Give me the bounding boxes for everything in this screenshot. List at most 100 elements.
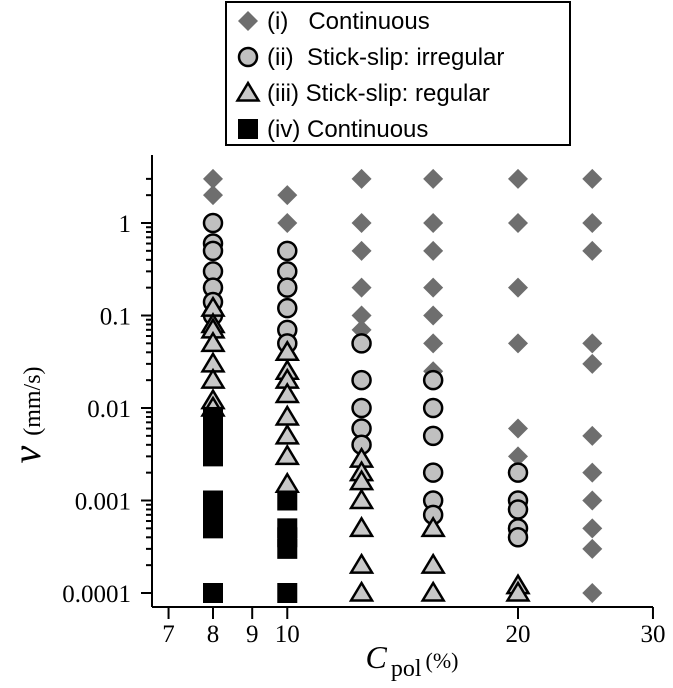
data-point-diamond	[351, 168, 372, 189]
data-point-square	[203, 446, 223, 467]
data-point-square	[277, 490, 298, 511]
x-axis-unit: (%)	[426, 648, 459, 673]
y-tick-label: 0.0001	[62, 581, 131, 608]
data-point-circle	[202, 212, 224, 234]
data-point-diamond	[423, 168, 444, 189]
data-point-diamond	[423, 213, 444, 233]
x-tick-label: 9	[246, 621, 259, 648]
data-point-diamond	[277, 185, 298, 206]
data-point-diamond	[508, 168, 528, 189]
legend-box	[225, 1, 571, 146]
data-point-circle	[507, 462, 529, 483]
data-point-triangle	[348, 552, 375, 574]
series-triangle	[200, 295, 531, 602]
x-tick-label: 7	[162, 621, 175, 648]
data-point-triangle	[348, 515, 375, 538]
data-point-circle	[422, 397, 444, 419]
data-point-diamond	[277, 213, 298, 233]
data-point-diamond	[423, 277, 444, 298]
data-point-diamond	[508, 213, 528, 233]
data-point-triangle	[274, 471, 300, 493]
data-point-triangle	[274, 382, 300, 404]
data-point-diamond	[351, 277, 372, 298]
y-axis-unit: (mm/s)	[20, 366, 46, 435]
data-point-diamond	[351, 240, 372, 261]
data-point-diamond	[203, 168, 223, 189]
data-point-diamond	[508, 333, 528, 354]
data-point-triangle	[274, 423, 300, 445]
data-point-diamond	[203, 185, 223, 206]
data-point-circle	[277, 297, 298, 319]
data-points	[200, 168, 603, 603]
x-axis-subscript: pol	[391, 656, 422, 682]
x-axis-symbol: C	[366, 639, 388, 675]
data-point-triangle	[420, 552, 446, 574]
data-point-diamond	[582, 518, 603, 539]
data-point-circle	[422, 425, 444, 447]
legend-marker-diamond	[238, 11, 258, 31]
data-point-diamond	[582, 168, 603, 189]
data-point-diamond	[423, 240, 444, 261]
y-tick-label: 0.01	[87, 396, 131, 423]
x-axis-title: C pol (%)	[366, 639, 459, 682]
data-point-circle	[351, 369, 372, 391]
data-point-diamond	[582, 353, 603, 374]
data-point-square	[203, 583, 223, 603]
data-point-square	[277, 583, 298, 603]
legend-marker-circle	[237, 46, 259, 68]
series-square	[203, 406, 298, 603]
data-point-circle	[351, 397, 372, 419]
data-point-diamond	[351, 305, 372, 326]
legend-label: (iv) Continuous	[267, 116, 428, 143]
legend-label: (i) Continuous	[267, 8, 430, 35]
y-tick-label: 0.1	[100, 304, 131, 331]
data-point-diamond	[582, 583, 603, 603]
y-tick-label: 1	[119, 211, 132, 238]
data-point-diamond	[582, 425, 603, 446]
data-point-square	[203, 518, 223, 539]
data-point-triangle	[348, 580, 375, 602]
data-point-circle	[277, 240, 298, 262]
data-point-diamond	[582, 240, 603, 261]
data-point-circle	[422, 462, 444, 483]
axes: 1 0.1 0.01 0.001 0.0001 7 8 9 10 20 30	[62, 155, 665, 648]
legend-marker-triangle	[235, 80, 261, 102]
legend-label: (ii) Stick-slip: irregular	[267, 44, 504, 71]
x-tick-label: 8	[207, 621, 220, 648]
data-point-diamond	[508, 418, 528, 439]
data-point-square	[277, 538, 298, 559]
data-point-triangle	[200, 330, 226, 353]
data-point-circle	[202, 240, 224, 262]
data-point-triangle	[420, 580, 446, 602]
data-point-circle	[351, 333, 372, 354]
x-tick-label: 20	[506, 621, 531, 648]
x-tick-label: 30	[640, 621, 665, 648]
data-point-triangle	[200, 367, 226, 389]
data-point-diamond	[582, 490, 603, 511]
y-axis-title: v (mm/s)	[4, 366, 49, 463]
series-diamond	[203, 168, 603, 603]
data-point-diamond	[582, 538, 603, 559]
data-point-diamond	[508, 446, 528, 467]
data-point-triangle	[348, 488, 375, 510]
data-point-diamond	[423, 333, 444, 354]
data-point-diamond	[423, 305, 444, 326]
data-point-triangle	[420, 515, 446, 538]
data-point-diamond	[582, 333, 603, 354]
legend-label: (iii) Stick-slip: regular	[267, 80, 490, 107]
data-point-circle	[277, 277, 298, 298]
data-point-circle	[507, 527, 529, 548]
legend: (i) Continuous (ii) Stick-slip: irregular…	[225, 1, 571, 146]
data-point-diamond	[582, 213, 603, 233]
y-tick-label: 0.001	[75, 489, 131, 516]
data-point-triangle	[274, 443, 300, 466]
series-circle	[202, 212, 529, 548]
data-point-circle	[422, 369, 444, 391]
data-point-diamond	[582, 462, 603, 483]
y-axis-symbol: v	[4, 446, 49, 464]
legend-marker-square	[238, 119, 258, 139]
data-point-triangle	[505, 580, 531, 602]
data-point-circle	[507, 499, 529, 520]
x-tick-label: 10	[275, 621, 300, 648]
